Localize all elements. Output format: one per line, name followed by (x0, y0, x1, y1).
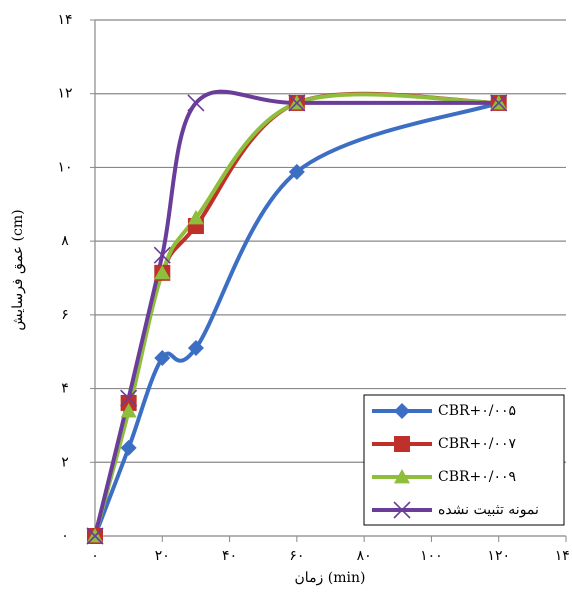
marker (394, 403, 410, 419)
marker (187, 209, 204, 225)
y-tick-label: ۶ (61, 307, 69, 323)
legend-label: نمونه تثبیت نشده (438, 502, 539, 518)
x-tick-label: ۴۰ (222, 548, 237, 564)
marker (120, 439, 137, 456)
marker (153, 246, 171, 264)
marker (394, 436, 410, 452)
x-tick-label: ۰ (91, 548, 99, 564)
marker (120, 389, 138, 407)
legend-label: CBR+۰/۰۰۹ (438, 469, 516, 485)
x-tick-label: ۱۲۰ (487, 548, 510, 564)
x-tick-label: ۶۰ (289, 548, 304, 564)
marker (86, 527, 104, 545)
y-tick-label: ۰ (61, 528, 69, 544)
y-tick-label: ۸ (61, 233, 69, 249)
x-tick-label: ۱۴۰ (555, 548, 572, 564)
marker (120, 394, 137, 411)
legend-label: CBR+۰/۰۰۵ (438, 403, 516, 419)
x-axis-label: زمان (min) (295, 570, 366, 586)
marker (120, 403, 137, 418)
marker (288, 163, 305, 180)
y-tick-label: ۱۲ (57, 86, 72, 102)
y-tick-label: ۴ (61, 381, 69, 397)
legend-box (363, 394, 565, 526)
y-tick-label: ۱۴ (57, 12, 72, 28)
series-line (93, 92, 499, 537)
x-tick-label: ۱۰۰ (420, 548, 443, 564)
y-tick-label: ۲ (61, 454, 69, 470)
legend-label: CBR+۰/۰۰۷ (438, 436, 517, 452)
marker (288, 94, 306, 112)
marker (187, 340, 204, 357)
marker (394, 469, 410, 484)
y-tick-label: ۱۰ (57, 159, 72, 175)
y-axis-label: عمق فرسایش (cm) (10, 209, 26, 330)
x-tick-label: ۸۰ (357, 548, 372, 564)
marker (154, 349, 171, 366)
marker (393, 501, 411, 519)
marker (187, 94, 205, 112)
marker (490, 94, 508, 112)
x-tick-label: ۲۰ (155, 548, 170, 564)
marker (154, 264, 171, 280)
